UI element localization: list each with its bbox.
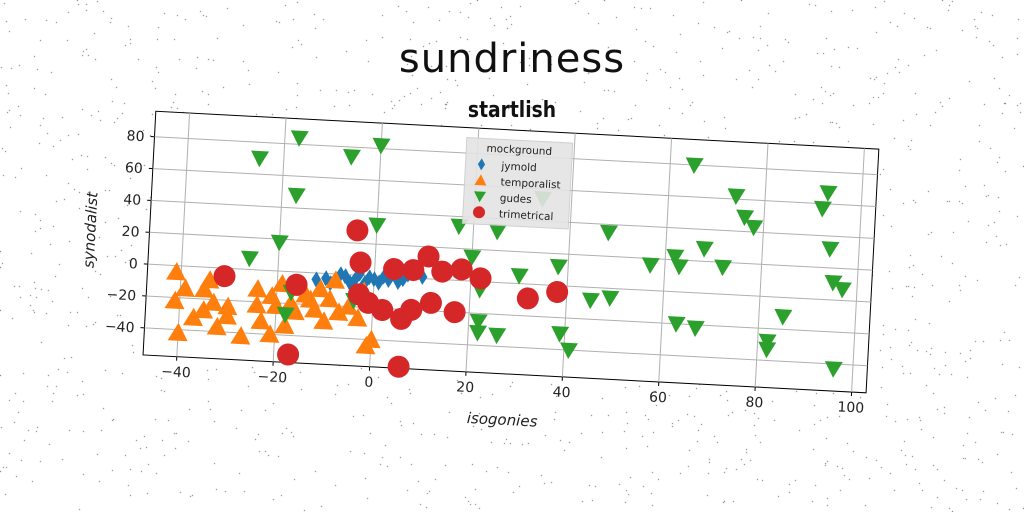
x-tick-label: 20 — [456, 379, 475, 396]
x-tick-label: −40 — [161, 364, 191, 382]
y-axis-label: synodalist — [80, 190, 102, 268]
x-tick-label: 100 — [837, 399, 865, 416]
y-tick-label: 80 — [126, 128, 145, 145]
y-tick-label: −40 — [105, 319, 135, 337]
y-tick-label: 20 — [121, 224, 140, 241]
x-tick-label: 40 — [552, 384, 571, 401]
plot-area: −40 −20 0 20 40 60 80 100 −40 −20 0 20 40 60 80 isogo… — [72, 108, 879, 448]
x-tick-label: 0 — [364, 375, 374, 391]
y-tick-label: 40 — [123, 192, 142, 209]
y-tick-label: 0 — [128, 256, 138, 272]
x-tick-label: 80 — [745, 395, 764, 412]
y-tick-label: 60 — [125, 160, 144, 177]
y-tick-label: −20 — [106, 287, 136, 305]
legend: mockground jymoldtemporalistgudestrimetr… — [462, 138, 572, 229]
legend-label-gudes: gudes — [499, 192, 532, 206]
x-tick-label: −20 — [257, 369, 287, 387]
x-axis-label: isogonies — [466, 409, 538, 431]
x-tick-label: 60 — [649, 389, 668, 406]
legend-label-jymold: jymold — [500, 160, 537, 174]
